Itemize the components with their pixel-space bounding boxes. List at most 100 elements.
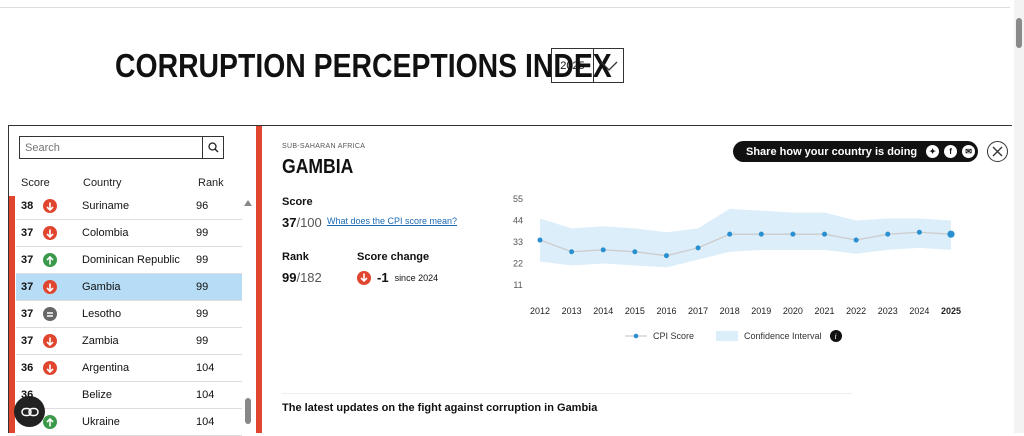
cpi-chart: 55 44 33 22 11 2012 2013 2014 2015 2016 2017 2018 20…	[513, 194, 961, 316]
table-row[interactable]: 36 Argentina 104	[16, 355, 242, 382]
x-tick-label: 2012	[530, 306, 550, 316]
data-point[interactable]	[822, 231, 828, 237]
row-rank: 104	[196, 416, 215, 428]
section-divider	[8, 125, 1012, 126]
legend-confidence-interval: Confidence Interval	[744, 331, 822, 341]
link-icon	[20, 407, 39, 416]
search-icon[interactable]	[202, 137, 223, 158]
row-country: Gambia	[82, 281, 121, 293]
cpi-score-link[interactable]: What does the CPI score mean?	[327, 216, 458, 226]
chat-button[interactable]	[14, 396, 45, 427]
row-score: 37	[21, 254, 34, 266]
data-point[interactable]	[790, 231, 796, 237]
x-tick-label: 2018	[720, 306, 740, 316]
score-change-value: -1	[377, 270, 389, 285]
year-value: 2025	[552, 49, 594, 82]
row-rank: 99	[196, 281, 209, 293]
table-row[interactable]: 37 Lesotho 99	[16, 301, 242, 328]
table-row[interactable]: 38 Suriname 96	[16, 193, 242, 220]
list-scrollbar-thumb[interactable]	[245, 398, 251, 424]
page-scrollbar[interactable]	[1014, 0, 1024, 433]
search-box	[19, 136, 224, 159]
score-change: -1 since 2024	[357, 270, 438, 285]
country-list-panel: Score Country Rank 38 Suriname 96 37 Colombi…	[8, 126, 256, 436]
rank-value: 99/182	[282, 270, 322, 285]
table-row[interactable]: 36 Belize 104	[16, 382, 242, 409]
table-row[interactable]: 37 Dominican Republic 99	[16, 247, 242, 274]
data-point[interactable]	[853, 237, 859, 243]
row-rank: 104	[196, 362, 215, 374]
share-bar: Share how your country is doing ✦ f ✉	[733, 141, 978, 162]
header-country[interactable]: Country	[83, 177, 122, 189]
row-country: Ukraine	[82, 416, 120, 428]
twitter-icon[interactable]: ✦	[926, 145, 940, 158]
data-point[interactable]	[600, 247, 606, 253]
row-country: Belize	[82, 389, 112, 401]
chevron-down-icon[interactable]	[594, 49, 623, 82]
search-input[interactable]	[20, 137, 202, 158]
row-country: Suriname	[82, 200, 130, 212]
arrow-down-icon	[43, 361, 57, 375]
score-value: 37/100	[282, 215, 322, 230]
table-row[interactable]: 37 Colombia 99	[16, 220, 242, 247]
x-tick-label: 2020	[783, 306, 803, 316]
table-row[interactable]: 37 Zambia 99	[16, 328, 242, 355]
row-score: 38	[21, 200, 34, 212]
data-point[interactable]	[916, 229, 922, 235]
data-point[interactable]	[947, 230, 955, 238]
data-point[interactable]	[695, 245, 701, 251]
data-point[interactable]	[537, 237, 543, 243]
header-score[interactable]: Score	[21, 177, 50, 189]
close-icon	[992, 146, 1003, 157]
top-bar	[0, 0, 1010, 8]
region-label: SUB-SAHARAN AFRICA	[282, 143, 366, 150]
year-select[interactable]: 2025	[551, 48, 624, 83]
score-change-since: since 2024	[394, 272, 439, 283]
x-tick-label: 2019	[751, 306, 771, 316]
row-country: Colombia	[82, 227, 129, 239]
legend-cpi-score: CPI Score	[653, 331, 695, 341]
close-button[interactable]	[987, 141, 1008, 162]
list-scrollbar[interactable]	[243, 196, 253, 432]
data-point[interactable]	[758, 231, 764, 237]
legend-line-icon	[625, 333, 647, 339]
arrow-down-icon	[43, 280, 57, 294]
y-tick-label: 33	[513, 237, 523, 247]
x-tick-label: 2022	[846, 306, 866, 316]
arrow-up-icon	[43, 415, 57, 429]
row-score: 37	[21, 281, 34, 293]
y-tick-label: 22	[513, 259, 523, 269]
arrow-up-icon	[43, 253, 57, 267]
row-score: 37	[21, 227, 34, 239]
row-rank: 99	[196, 308, 209, 320]
data-point[interactable]	[727, 231, 733, 237]
x-tick-label: 2023	[878, 306, 898, 316]
chart-legend: CPI Score Confidence Interval i	[625, 330, 842, 342]
list-accent-bar	[9, 196, 15, 433]
y-tick-label: 55	[513, 194, 523, 204]
table-row[interactable]: 37 Gambia 99	[16, 274, 242, 301]
row-rank: 104	[196, 389, 215, 401]
data-point[interactable]	[885, 231, 891, 237]
equal-icon	[43, 307, 57, 321]
arrow-down-icon	[357, 270, 371, 285]
row-score: 37	[21, 308, 34, 320]
arrow-down-icon	[43, 226, 57, 240]
facebook-icon[interactable]: f	[944, 145, 958, 158]
x-tick-label: 2014	[593, 306, 613, 316]
email-icon[interactable]: ✉	[962, 145, 976, 158]
header-rank[interactable]: Rank	[198, 177, 224, 189]
row-country: Argentina	[82, 362, 130, 374]
data-point[interactable]	[663, 253, 669, 259]
scroll-up-icon[interactable]	[244, 200, 252, 206]
page-title: CORRUPTION PERCEPTIONS INDEX	[115, 47, 612, 84]
data-point[interactable]	[632, 249, 638, 255]
row-rank: 99	[196, 254, 209, 266]
info-icon[interactable]: i	[829, 330, 842, 342]
data-point[interactable]	[569, 249, 575, 255]
arrow-down-icon	[43, 334, 57, 348]
table-row[interactable]: 36Ukraine104	[16, 409, 242, 436]
page-scrollbar-thumb[interactable]	[1016, 18, 1022, 48]
x-tick-label: 2017	[688, 306, 708, 316]
x-tick-label: 2025	[941, 306, 961, 316]
